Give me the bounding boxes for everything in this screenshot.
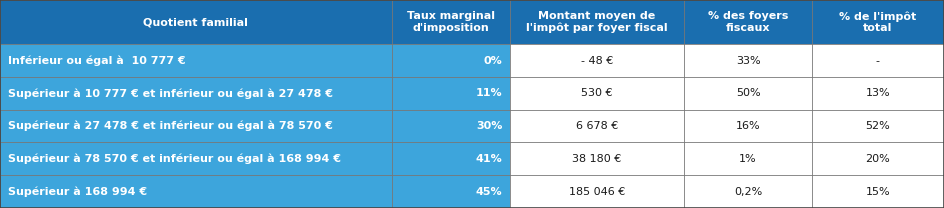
Text: Quotient familial: Quotient familial xyxy=(143,17,248,27)
Bar xyxy=(0,142,392,175)
Text: 6 678 €: 6 678 € xyxy=(576,121,618,131)
Text: 33%: 33% xyxy=(735,56,761,66)
Bar xyxy=(392,0,510,44)
Bar xyxy=(812,44,944,77)
Bar xyxy=(392,44,510,77)
Bar xyxy=(0,0,392,44)
Text: Supérieur à 10 777 € et inférieur ou égal à 27 478 €: Supérieur à 10 777 € et inférieur ou éga… xyxy=(8,88,332,99)
Text: - 48 €: - 48 € xyxy=(581,56,614,66)
Bar xyxy=(392,77,510,110)
Text: 38 180 €: 38 180 € xyxy=(572,154,622,164)
Bar xyxy=(684,44,812,77)
Bar xyxy=(392,142,510,175)
Bar xyxy=(510,142,684,175)
Text: Supérieur à 78 570 € et inférieur ou égal à 168 994 €: Supérieur à 78 570 € et inférieur ou éga… xyxy=(8,154,341,164)
Bar xyxy=(812,175,944,208)
Text: 15%: 15% xyxy=(866,187,890,197)
Bar xyxy=(510,44,684,77)
Text: 20%: 20% xyxy=(866,154,890,164)
Text: Supérieur à 168 994 €: Supérieur à 168 994 € xyxy=(8,186,146,197)
Text: 1%: 1% xyxy=(739,154,757,164)
Text: 50%: 50% xyxy=(735,88,761,98)
Text: 13%: 13% xyxy=(866,88,890,98)
Bar xyxy=(0,175,392,208)
Bar xyxy=(812,110,944,142)
Bar xyxy=(510,175,684,208)
Bar xyxy=(392,110,510,142)
Bar xyxy=(392,175,510,208)
Bar xyxy=(684,110,812,142)
Bar xyxy=(812,0,944,44)
Text: Inférieur ou égal à  10 777 €: Inférieur ou égal à 10 777 € xyxy=(8,55,185,66)
Text: 11%: 11% xyxy=(476,88,502,98)
Bar xyxy=(684,142,812,175)
Text: 45%: 45% xyxy=(476,187,502,197)
Bar xyxy=(684,0,812,44)
Bar xyxy=(812,77,944,110)
Text: 0,2%: 0,2% xyxy=(734,187,762,197)
Text: 41%: 41% xyxy=(476,154,502,164)
Text: 52%: 52% xyxy=(866,121,890,131)
Bar xyxy=(812,142,944,175)
Text: Montant moyen de
l'impôt par foyer fiscal: Montant moyen de l'impôt par foyer fisca… xyxy=(526,11,668,33)
Bar xyxy=(510,0,684,44)
Text: % de l'impôt
total: % de l'impôt total xyxy=(839,11,917,33)
Bar xyxy=(684,77,812,110)
Bar xyxy=(0,110,392,142)
Text: 185 046 €: 185 046 € xyxy=(569,187,625,197)
Bar xyxy=(0,77,392,110)
Text: % des foyers
fiscaux: % des foyers fiscaux xyxy=(708,11,788,33)
Text: 16%: 16% xyxy=(735,121,761,131)
Text: -: - xyxy=(876,56,880,66)
Bar xyxy=(0,44,392,77)
Text: 530 €: 530 € xyxy=(582,88,613,98)
Text: 30%: 30% xyxy=(476,121,502,131)
Bar xyxy=(510,110,684,142)
Text: Supérieur à 27 478 € et inférieur ou égal à 78 570 €: Supérieur à 27 478 € et inférieur ou éga… xyxy=(8,121,332,131)
Text: Taux marginal
d'imposition: Taux marginal d'imposition xyxy=(407,11,495,33)
Bar xyxy=(510,77,684,110)
Bar xyxy=(684,175,812,208)
Text: 0%: 0% xyxy=(483,56,502,66)
